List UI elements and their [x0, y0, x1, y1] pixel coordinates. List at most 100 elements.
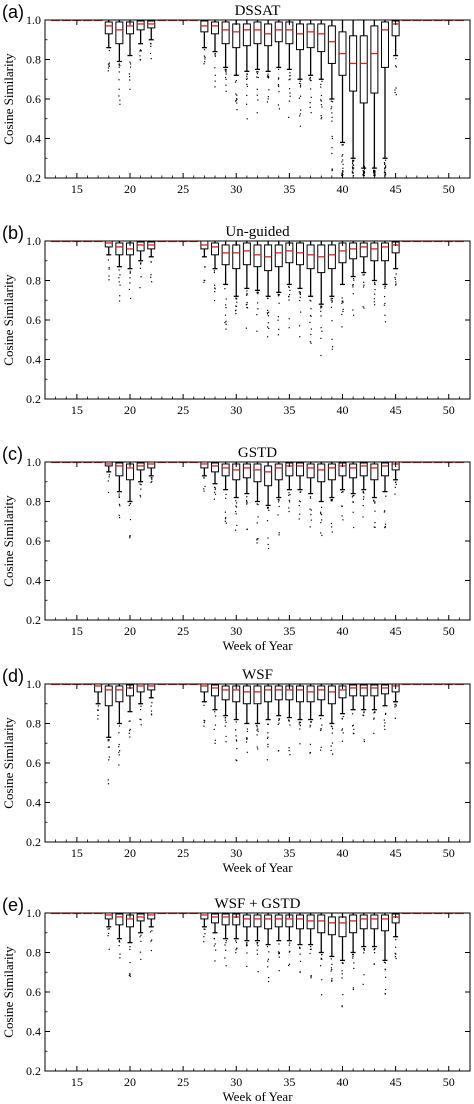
- outlier-point: [374, 502, 376, 504]
- outlier-point: [331, 742, 334, 744]
- outlier-point: [203, 725, 205, 727]
- outlier-point: [384, 285, 386, 288]
- outlier-point: [309, 752, 311, 754]
- outlier-point: [108, 268, 110, 270]
- outlier-point: [395, 66, 397, 68]
- box-iqr: [115, 462, 124, 477]
- outlier-point: [309, 76, 311, 79]
- outlier-point: [278, 722, 280, 724]
- outlier-point: [107, 67, 110, 69]
- outlier-point: [320, 305, 322, 307]
- outlier-point: [214, 943, 216, 945]
- box-iqr: [211, 242, 219, 256]
- outlier-point: [353, 967, 355, 969]
- outlier-point: [268, 509, 270, 511]
- outlier-point: [395, 703, 397, 705]
- box-week-28: [211, 462, 219, 485]
- outlier-point: [256, 542, 258, 544]
- box-iqr: [370, 242, 379, 262]
- outlier-point: [330, 100, 332, 102]
- outlier-point: [288, 749, 290, 752]
- outlier-point: [298, 82, 301, 85]
- outlier-point: [256, 746, 258, 748]
- y-axis-label: Cosine Similarity: [1, 274, 16, 366]
- x-tick-label: 20: [124, 182, 136, 196]
- outlier-point: [213, 498, 215, 500]
- x-tick-label: 25: [177, 624, 189, 638]
- outlier-point: [256, 734, 258, 736]
- outlier-point: [383, 161, 386, 164]
- outlier-point: [341, 962, 343, 964]
- box-week-30: [232, 20, 241, 76]
- outlier-point: [395, 284, 397, 286]
- outlier-point: [235, 940, 237, 942]
- outlier-point: [384, 287, 386, 289]
- box-week-35: [285, 684, 294, 719]
- box-week-44: [381, 462, 389, 493]
- outlier-point: [331, 732, 333, 734]
- panel-label: (d): [2, 666, 24, 686]
- outlier-point: [225, 320, 227, 322]
- outlier-point: [385, 988, 387, 991]
- panel-d: (d) WSF Cosine Similarity Week of Year 15 20 2…: [1, 666, 471, 875]
- outlier-point: [299, 85, 302, 87]
- outlier-point: [342, 715, 344, 718]
- box-week-31: [242, 684, 251, 725]
- outlier-point: [150, 261, 152, 263]
- outlier-point: [214, 284, 216, 286]
- outlier-point: [363, 949, 365, 951]
- outlier-point: [246, 85, 248, 87]
- y-tick-label: 0.2: [26, 1064, 41, 1078]
- box-iqr: [253, 463, 262, 483]
- outlier-point: [215, 949, 217, 951]
- outlier-point: [288, 100, 290, 102]
- outlier-point: [319, 511, 322, 513]
- outlier-point: [384, 167, 386, 170]
- box-iqr: [115, 21, 124, 45]
- outlier-point: [278, 718, 280, 720]
- box-week-18: [104, 684, 113, 738]
- outlier-point: [139, 59, 141, 61]
- outlier-point: [288, 295, 290, 298]
- outlier-point: [139, 951, 141, 953]
- outlier-point: [257, 293, 259, 295]
- box-week-22: [147, 683, 156, 699]
- outlier-point: [341, 172, 343, 175]
- outlier-point: [246, 737, 248, 739]
- y-tick-label: 0.2: [26, 835, 41, 849]
- box-iqr: [221, 913, 230, 926]
- outlier-point: [298, 97, 300, 99]
- outlier-point: [118, 746, 120, 748]
- outlier-point: [213, 728, 215, 730]
- outlier-point: [246, 306, 248, 309]
- box-week-44: [381, 20, 389, 159]
- outlier-point: [330, 500, 332, 502]
- outlier-point: [214, 54, 216, 56]
- box-iqr: [274, 21, 283, 43]
- outlier-point: [309, 526, 311, 528]
- outlier-point: [224, 518, 227, 520]
- outlier-point: [118, 277, 120, 279]
- outlier-point: [321, 724, 323, 726]
- box-week-27: [200, 683, 209, 703]
- box-week-41: [349, 913, 358, 954]
- outlier-point: [277, 319, 279, 321]
- outlier-point: [341, 313, 343, 316]
- outlier-point: [236, 301, 238, 303]
- outlier-point: [310, 945, 312, 948]
- y-tick-label: 0.4: [26, 132, 41, 146]
- outlier-point: [330, 297, 332, 299]
- outlier-point: [363, 740, 365, 743]
- outlier-point: [299, 946, 301, 948]
- outlier-point: [320, 99, 322, 101]
- outlier-point: [331, 531, 333, 533]
- outlier-point: [331, 101, 334, 103]
- outlier-point: [342, 519, 344, 521]
- outlier-point: [150, 477, 152, 479]
- outlier-point: [224, 511, 227, 513]
- outlier-point: [351, 713, 354, 715]
- outlier-point: [225, 69, 227, 71]
- outlier-point: [108, 746, 110, 748]
- outlier-point: [203, 936, 205, 938]
- outlier-point: [107, 63, 110, 65]
